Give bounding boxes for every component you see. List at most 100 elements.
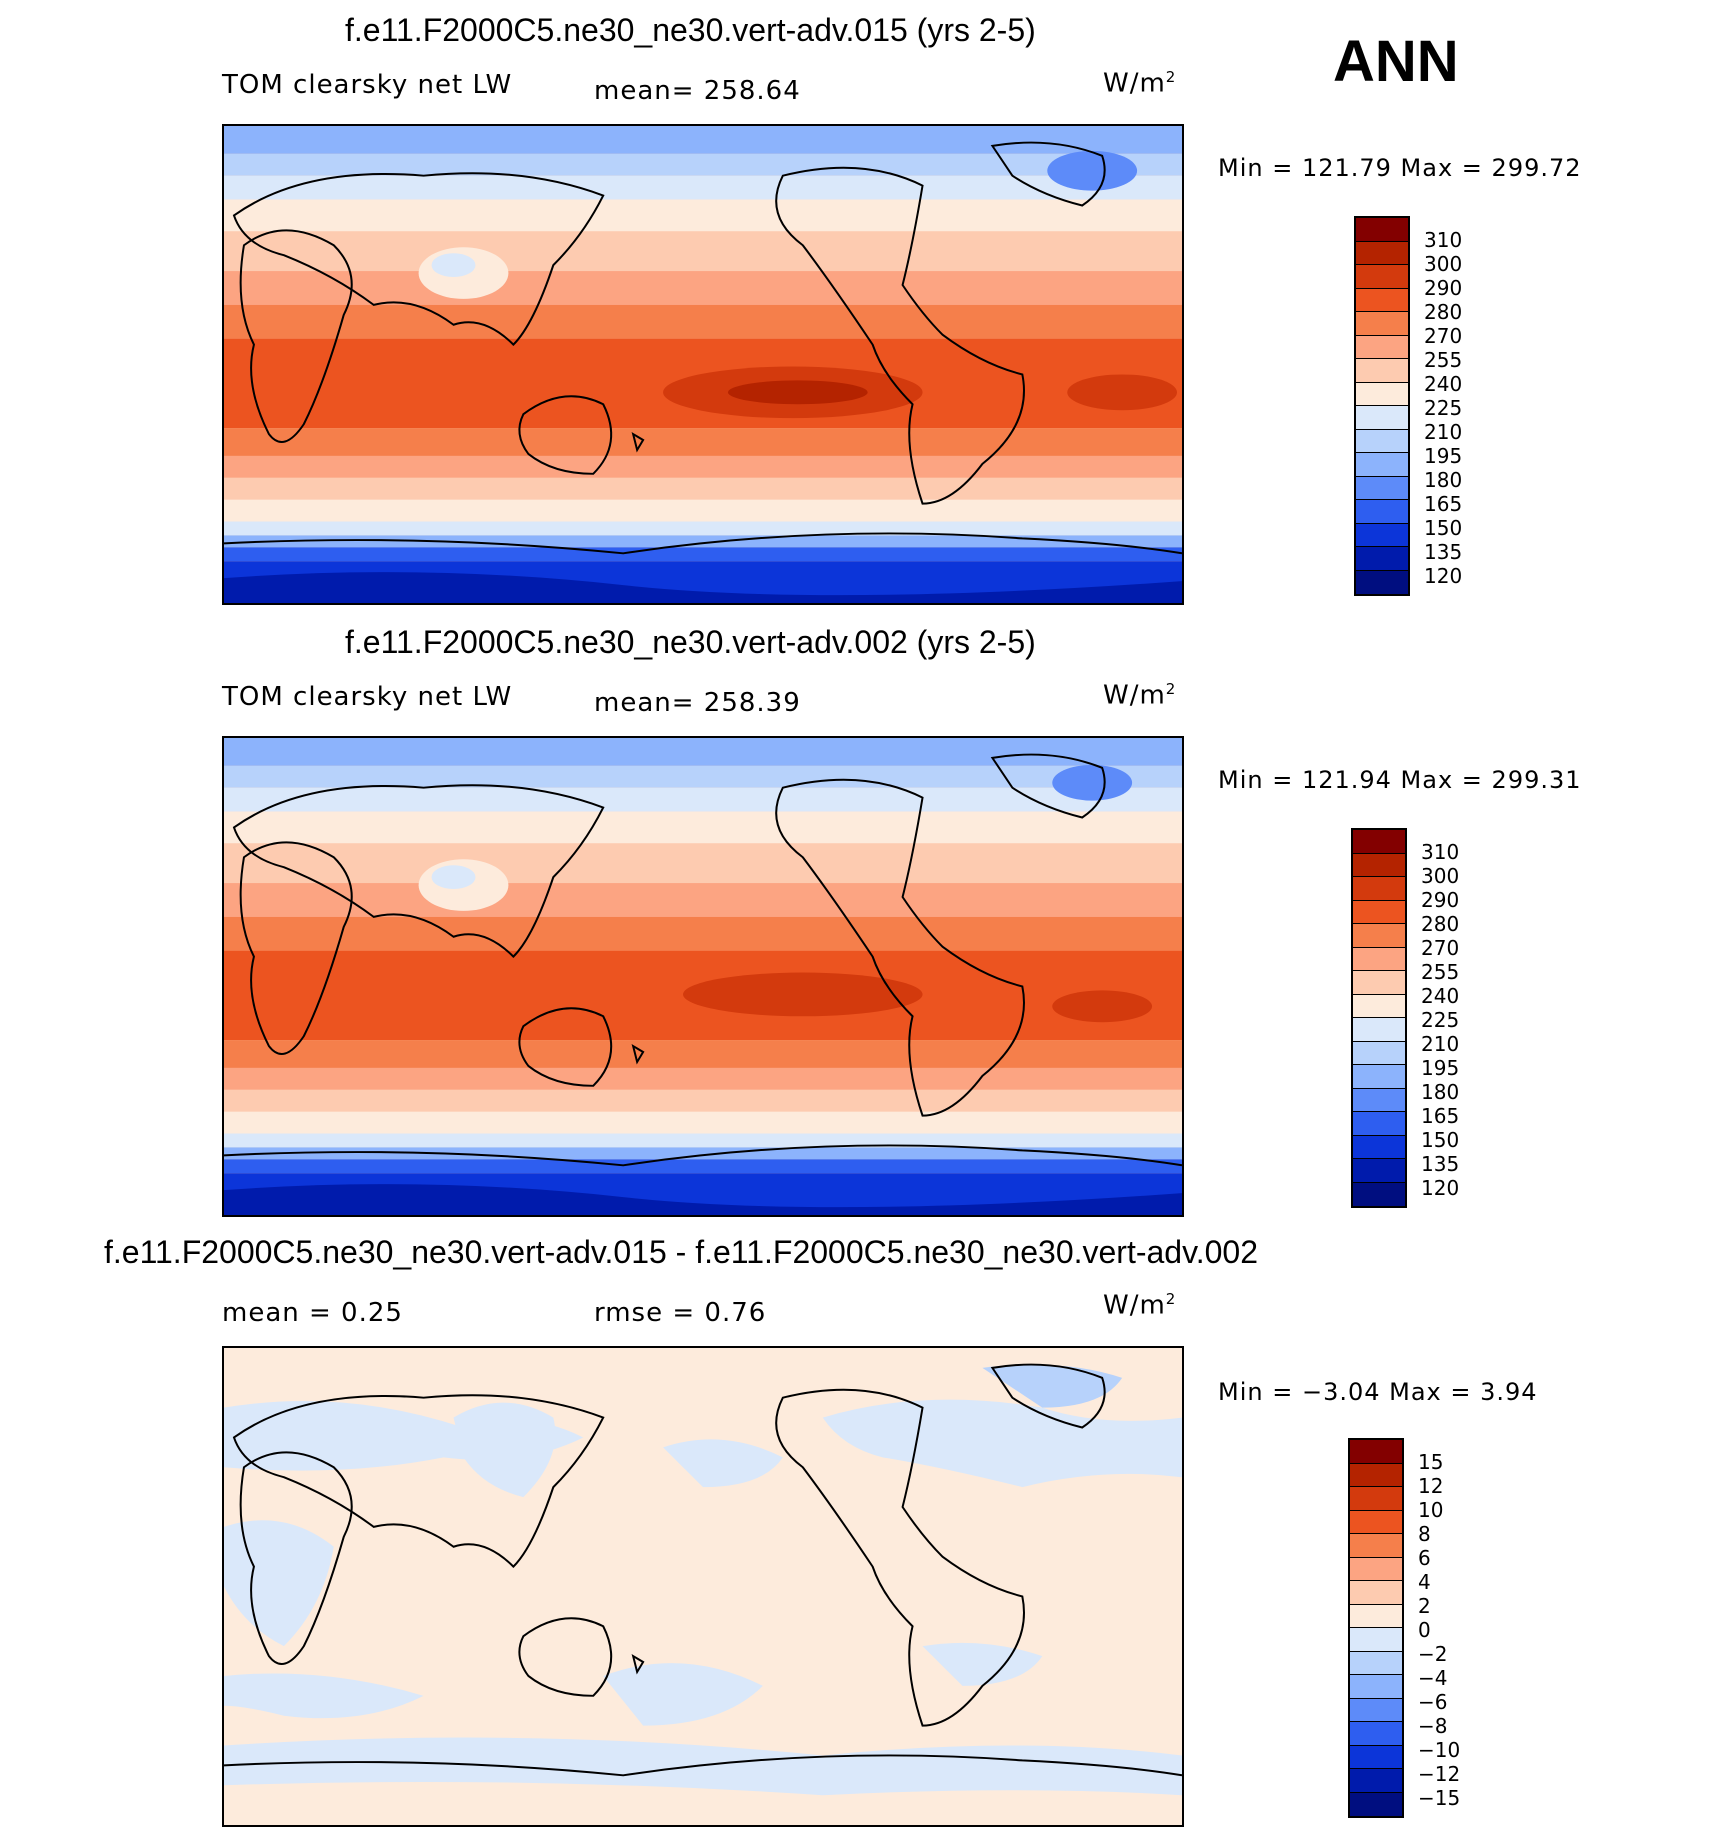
colorbar-swatch <box>1353 1065 1405 1089</box>
colorbar-swatch <box>1353 971 1405 995</box>
colorbar-tick: 150 <box>1424 516 1463 540</box>
colorbar-tick: 8 <box>1418 1522 1431 1546</box>
colorbar-tick: 120 <box>1424 564 1463 588</box>
colorbar-swatch <box>1353 853 1405 877</box>
colorbar-tick: −4 <box>1418 1666 1448 1690</box>
panel2-title: f.e11.F2000C5.ne30_ne30.vert-adv.002 (yr… <box>345 624 1036 660</box>
colorbar-swatch <box>1356 312 1408 336</box>
colorbar-swatch <box>1350 1463 1402 1487</box>
season-label: ANN <box>1333 29 1459 94</box>
colorbar-tick: −8 <box>1418 1714 1448 1738</box>
panel1-minmax: Min = 121.79 Max = 299.72 <box>1218 154 1582 182</box>
colorbar-tick: 180 <box>1424 468 1463 492</box>
colorbar-tick: 195 <box>1424 444 1463 468</box>
colorbar-swatch <box>1356 406 1408 430</box>
colorbar-swatch <box>1356 382 1408 406</box>
colorbar-swatch <box>1353 1135 1405 1159</box>
colorbar-tick: 210 <box>1424 420 1463 444</box>
colorbar-tick: 12 <box>1418 1474 1444 1498</box>
colorbar-swatch <box>1350 1557 1402 1581</box>
colorbar-tick: 6 <box>1418 1546 1431 1570</box>
colorbar-swatch <box>1350 1628 1402 1652</box>
panel2-units: W/m2 <box>1103 680 1177 711</box>
colorbar-swatch <box>1353 1088 1405 1112</box>
panel3-map <box>222 1346 1184 1827</box>
colorbar-tick: 165 <box>1421 1104 1460 1128</box>
panel1-map <box>222 124 1184 605</box>
colorbar-swatch <box>1353 947 1405 971</box>
colorbar-tick: −12 <box>1418 1762 1461 1786</box>
colorbar-tick: 2 <box>1418 1594 1431 1618</box>
colorbar-tick: 10 <box>1418 1498 1444 1522</box>
colorbar-tick: 165 <box>1424 492 1463 516</box>
colorbar-swatch <box>1353 1112 1405 1136</box>
colorbar-swatch <box>1353 877 1405 901</box>
colorbar-tick: −10 <box>1418 1738 1461 1762</box>
panel3-units: W/m2 <box>1103 1290 1177 1321</box>
colorbar-tick: 225 <box>1421 1008 1460 1032</box>
colorbar-tick: 255 <box>1421 960 1460 984</box>
colorbar-swatch <box>1356 265 1408 289</box>
colorbar-swatch <box>1356 288 1408 312</box>
colorbar-swatch <box>1353 1018 1405 1042</box>
colorbar-swatch <box>1356 476 1408 500</box>
colorbar-tick: 270 <box>1424 324 1463 348</box>
panel2-minmax: Min = 121.94 Max = 299.31 <box>1218 766 1582 794</box>
panel2-colorbar <box>1351 828 1407 1208</box>
colorbar-tick: −15 <box>1418 1786 1461 1810</box>
colorbar-swatch <box>1353 994 1405 1018</box>
colorbar-tick: 290 <box>1421 888 1460 912</box>
colorbar-tick: 290 <box>1424 276 1463 300</box>
colorbar-swatch <box>1356 359 1408 383</box>
colorbar-swatch <box>1350 1510 1402 1534</box>
panel1-colorbar-ticks: 310 300 290 280 270 255 240 225 210 195 … <box>1424 228 1462 588</box>
panel3-colorbar-ticks: 15 12 10 8 6 4 2 0 −2 −4 −6 −8 −10 −12 −… <box>1418 1450 1460 1810</box>
colorbar-tick: 255 <box>1424 348 1463 372</box>
colorbar-tick: 150 <box>1421 1128 1460 1152</box>
colorbar-tick: −2 <box>1418 1642 1448 1666</box>
panel3-title: f.e11.F2000C5.ne30_ne30.vert-adv.015 - f… <box>104 1234 1258 1270</box>
colorbar-swatch <box>1350 1604 1402 1628</box>
colorbar-swatch <box>1356 241 1408 265</box>
panel1-colorbar <box>1354 216 1410 596</box>
panel1-mean-label: mean= 258.64 <box>594 76 801 106</box>
panel2-colorbar-ticks: 310 300 290 280 270 255 240 225 210 195 … <box>1421 840 1459 1200</box>
panel1-units: W/m2 <box>1103 68 1177 99</box>
colorbar-tick: 4 <box>1418 1570 1431 1594</box>
colorbar-swatch <box>1356 523 1408 547</box>
colorbar-swatch <box>1350 1534 1402 1558</box>
colorbar-tick: −6 <box>1418 1690 1448 1714</box>
colorbar-swatch <box>1356 547 1408 571</box>
colorbar-swatch <box>1350 1769 1402 1793</box>
colorbar-swatch <box>1356 335 1408 359</box>
panel3-minmax: Min = −3.04 Max = 3.94 <box>1218 1378 1538 1406</box>
colorbar-swatch <box>1353 1041 1405 1065</box>
colorbar-swatch <box>1353 830 1405 854</box>
colorbar-swatch <box>1350 1487 1402 1511</box>
colorbar-swatch <box>1353 1182 1405 1206</box>
colorbar-tick: 300 <box>1424 252 1463 276</box>
colorbar-tick: 240 <box>1424 372 1463 396</box>
panel2-mean-label: mean= 258.39 <box>594 688 801 718</box>
colorbar-tick: 310 <box>1424 228 1463 252</box>
colorbar-swatch <box>1353 900 1405 924</box>
colorbar-swatch <box>1356 500 1408 524</box>
colorbar-tick: 300 <box>1421 864 1460 888</box>
colorbar-tick: 135 <box>1424 540 1463 564</box>
colorbar-swatch <box>1350 1722 1402 1746</box>
panel3-rmse-label: rmse = 0.76 <box>594 1298 767 1328</box>
colorbar-tick: 280 <box>1424 300 1463 324</box>
colorbar-swatch <box>1356 453 1408 477</box>
panel1-title: f.e11.F2000C5.ne30_ne30.vert-adv.015 (yr… <box>345 12 1036 48</box>
colorbar-tick: 240 <box>1421 984 1460 1008</box>
colorbar-tick: 280 <box>1421 912 1460 936</box>
colorbar-tick: 120 <box>1421 1176 1460 1200</box>
panel2-variable-label: TOM clearsky net LW <box>222 682 513 712</box>
panel3-colorbar <box>1348 1438 1404 1818</box>
colorbar-swatch <box>1350 1440 1402 1464</box>
colorbar-swatch <box>1350 1651 1402 1675</box>
colorbar-swatch <box>1350 1698 1402 1722</box>
colorbar-swatch <box>1353 1159 1405 1183</box>
colorbar-tick: 195 <box>1421 1056 1460 1080</box>
colorbar-swatch <box>1353 924 1405 948</box>
